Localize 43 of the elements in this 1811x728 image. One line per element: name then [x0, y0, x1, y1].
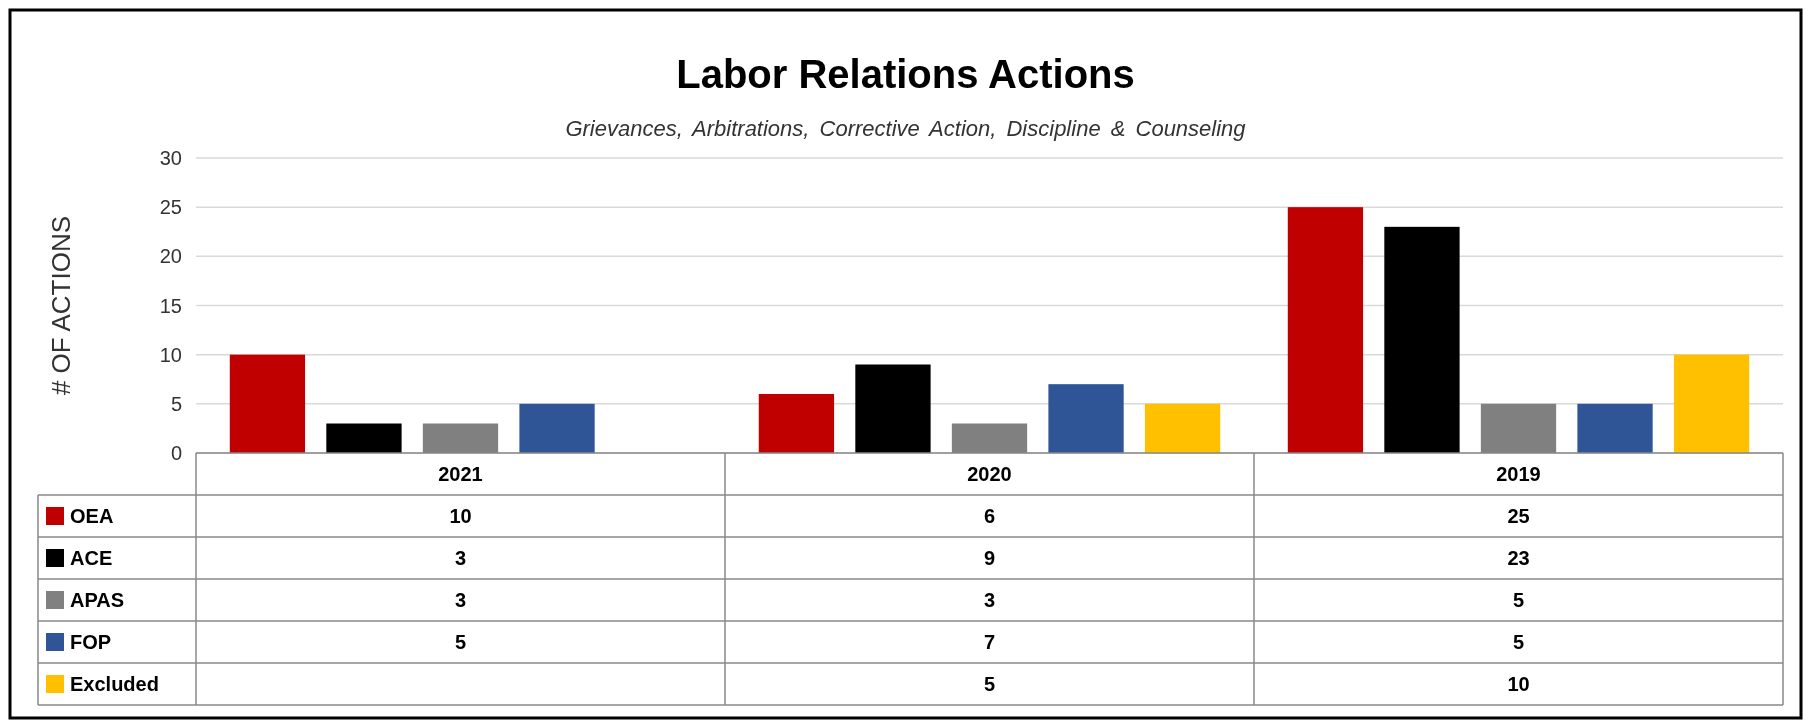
bar [1287, 207, 1364, 453]
data-label: 9 [983, 547, 996, 569]
bar [519, 403, 595, 453]
data-label: 5 [1512, 631, 1525, 653]
bar [855, 364, 931, 453]
bar [1384, 226, 1460, 453]
bar [1673, 354, 1750, 453]
legend-label: OEA [70, 505, 114, 527]
data-label: 7 [983, 631, 996, 653]
y-tick-label: 10 [159, 343, 182, 366]
bar [229, 354, 306, 453]
data-label: 5 [983, 673, 996, 695]
chart-title: Labor Relations Actions [676, 52, 1135, 96]
data-label: 3 [983, 589, 996, 611]
data-label: 25 [1507, 505, 1530, 527]
data-label: 6 [983, 505, 996, 527]
bar [326, 423, 402, 453]
x-tick-label: 2019 [1496, 463, 1541, 485]
data-label: 3 [454, 589, 467, 611]
y-axis-title: # OF ACTIONS [46, 215, 76, 396]
data-label: 10 [449, 505, 472, 527]
data-label: 10 [1507, 673, 1530, 695]
y-tick-label: 5 [170, 392, 182, 415]
legend-label: ACE [70, 547, 113, 569]
bar [1048, 384, 1124, 453]
data-label: 5 [1512, 589, 1525, 611]
data-label: 23 [1507, 547, 1530, 569]
data-label: 5 [454, 631, 467, 653]
bar [1577, 403, 1653, 453]
y-tick-label: 0 [170, 442, 182, 464]
y-tick-label: 25 [159, 196, 182, 219]
y-tick-label: 30 [159, 147, 182, 169]
y-tick-label: 20 [159, 245, 182, 268]
bar [758, 394, 835, 453]
x-tick-label: 2021 [438, 463, 483, 485]
legend-label: APAS [70, 589, 125, 611]
chart-subtitle: Grievances, Arbitrations, Corrective Action, Discipline & Counseling [565, 116, 1247, 141]
legend-label: FOP [70, 631, 112, 653]
legend-label: Excluded [70, 673, 159, 695]
bar [1144, 403, 1221, 453]
y-tick-label: 15 [159, 294, 182, 317]
data-label: 3 [454, 547, 467, 569]
x-tick-label: 2020 [967, 463, 1012, 485]
